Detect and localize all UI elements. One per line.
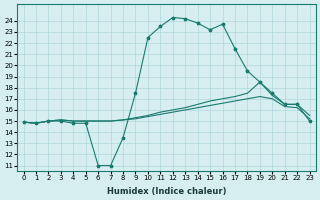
X-axis label: Humidex (Indice chaleur): Humidex (Indice chaleur) xyxy=(107,187,226,196)
